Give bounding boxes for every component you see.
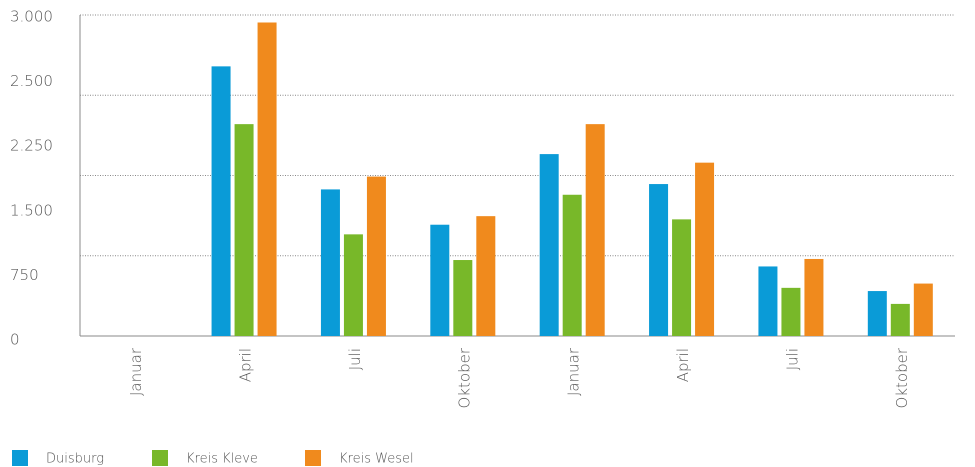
y-tick-label: 1.500 — [10, 201, 53, 219]
bar — [913, 283, 933, 336]
bar — [781, 287, 801, 336]
x-tick-label: April — [237, 348, 255, 382]
bar — [585, 124, 605, 336]
x-tick-label: Juli — [346, 348, 364, 370]
legend-swatch — [152, 450, 168, 466]
bar — [562, 194, 582, 336]
bar — [453, 260, 473, 336]
bar — [539, 154, 559, 336]
bar — [649, 184, 669, 336]
bar — [430, 224, 450, 336]
x-tick-label: Januar — [127, 347, 145, 396]
bar — [366, 176, 386, 336]
bar — [804, 258, 824, 336]
y-tick-label: 2.250 — [10, 137, 53, 155]
x-tick-label: Januar — [565, 347, 583, 396]
bar — [211, 66, 231, 337]
x-tick-label: April — [674, 348, 692, 382]
y-tick-label: 3.000 — [10, 8, 53, 26]
bar — [343, 234, 363, 336]
x-tick-label: Juli — [783, 348, 801, 370]
y-tick-label: 0 — [10, 331, 20, 349]
bar — [476, 216, 496, 336]
x-tick-label: Oktober — [455, 347, 473, 408]
legend-swatch — [305, 450, 321, 466]
bar — [890, 303, 910, 336]
legend-label: Duisburg — [46, 452, 104, 467]
bar — [695, 162, 715, 336]
legend-label: Kreis Wesel — [339, 452, 414, 467]
bar — [672, 219, 692, 336]
bar — [257, 22, 277, 337]
legend-swatch — [12, 450, 28, 466]
legend-label: Kreis Kleve — [186, 452, 258, 467]
y-tick-label: 750 — [10, 266, 39, 284]
x-tick-label: Oktober — [893, 347, 911, 408]
bar — [758, 266, 778, 336]
bar — [320, 189, 340, 336]
y-tick-label: 2.500 — [10, 72, 53, 90]
bar — [867, 291, 887, 336]
bar — [234, 124, 254, 336]
